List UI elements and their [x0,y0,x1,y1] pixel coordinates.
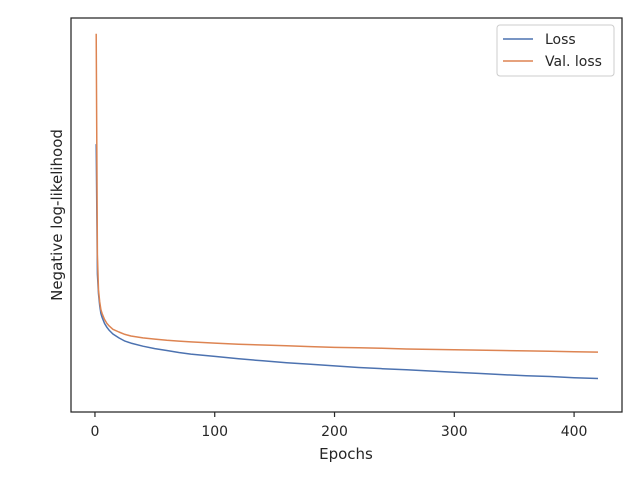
legend: Loss Val. loss [496,24,615,77]
x-tick-label: 400 [561,424,588,440]
series-layer [95,33,599,380]
plot-area [70,17,623,413]
legend-label: Val. loss [545,54,602,70]
series-line-val-loss [95,33,599,353]
x-tick-label: 100 [201,424,228,440]
x-axis-label: Epochs [319,445,373,463]
x-tick-label: 0 [90,424,99,440]
legend-frame [496,24,615,77]
legend-label: Loss [545,32,576,48]
x-tick-label: 200 [321,424,348,440]
x-axis-ticks: 0 100 200 300 400 [90,412,587,440]
series-line-loss [95,144,599,380]
x-tick-label: 300 [441,424,468,440]
y-axis-label: Negative log-likelihood [48,129,66,301]
